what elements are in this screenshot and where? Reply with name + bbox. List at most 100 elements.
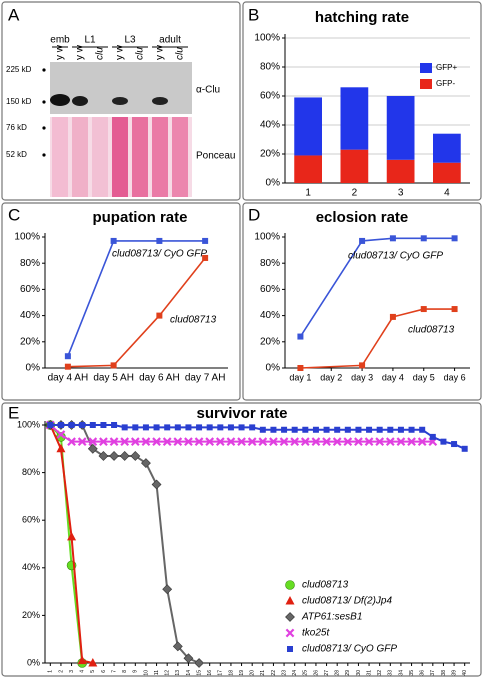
x-tick-label: day 7 AH [185, 373, 226, 384]
marker [290, 437, 300, 447]
marker [238, 424, 245, 431]
marker [334, 426, 341, 433]
bar-segment [386, 159, 415, 183]
marker [164, 424, 171, 431]
mw-marker: 76 kD [6, 123, 27, 132]
legend-swatch [420, 63, 432, 73]
marker [291, 426, 298, 433]
marker [120, 437, 130, 447]
series-label: clud08713 [408, 325, 455, 336]
marker [89, 422, 96, 428]
marker [322, 437, 331, 447]
series-label: clud08713/ CyO GFP [348, 251, 443, 262]
lane-label: y w [115, 44, 126, 60]
x-tick-label: 1 [48, 670, 54, 673]
bar-segment [294, 97, 322, 156]
panel-letter: A [8, 5, 20, 24]
marker [269, 437, 278, 447]
marker [47, 422, 54, 428]
x-tick-label: 7 [111, 670, 117, 673]
x-tick-label: 25 [303, 670, 309, 676]
marker [259, 426, 266, 433]
marker [389, 313, 396, 320]
x-tick-label: 2 [352, 188, 358, 199]
x-tick-label: 3 [398, 188, 404, 199]
marker [387, 426, 394, 433]
marker [109, 451, 119, 461]
mw-marker: 150 kD [6, 97, 32, 106]
marker [247, 437, 257, 447]
legend-label: ATP61:sesB1 [301, 612, 362, 623]
marker [153, 424, 160, 431]
marker [461, 445, 468, 452]
x-tick-label: 39 [451, 670, 457, 676]
marker [420, 306, 427, 313]
mw-marker: 225 kD [6, 65, 32, 74]
marker [151, 479, 162, 490]
marker [354, 437, 363, 447]
y-tick-label: 0% [266, 178, 281, 189]
marker [407, 437, 416, 447]
marker [202, 254, 209, 261]
marker [156, 237, 163, 244]
marker [355, 426, 362, 433]
marker [194, 658, 204, 668]
y-tick-label: 40% [260, 120, 280, 131]
marker [152, 437, 161, 447]
marker [417, 437, 427, 447]
x-tick-label: 4 [444, 188, 450, 199]
marker [359, 237, 366, 244]
marker [202, 237, 209, 244]
bar-segment [433, 162, 461, 183]
panel-frame [1, 402, 482, 677]
group-label: adult [159, 35, 181, 46]
y-tick-label: 40% [260, 310, 280, 321]
y-tick-label: 20% [22, 610, 40, 620]
marker [258, 437, 268, 447]
panel-letter: C [8, 205, 20, 224]
panel-letter: B [248, 5, 259, 24]
marker [226, 437, 236, 447]
marker [279, 437, 289, 447]
x-tick-label: 37 [430, 670, 436, 676]
marker [451, 441, 458, 448]
blot-background [50, 62, 192, 114]
x-tick-label: 3 [69, 670, 75, 673]
lane-label: y w [55, 44, 66, 60]
x-tick-label: 30 [356, 670, 362, 676]
panel-frame [242, 202, 482, 401]
marker [99, 437, 108, 447]
mw-dot [42, 153, 46, 157]
marker [110, 237, 117, 244]
x-tick-label: 8 [122, 670, 128, 673]
group-label: L3 [124, 35, 136, 46]
x-tick-label: 34 [398, 670, 404, 676]
x-tick-label: 21 [260, 670, 266, 676]
marker [64, 353, 71, 360]
y-tick-label: 100% [17, 419, 40, 429]
marker [300, 437, 310, 447]
marker [88, 437, 98, 447]
legend-label: GFP- [436, 79, 455, 88]
y-tick-label: 20% [260, 149, 280, 160]
lane-label: y w [155, 44, 166, 60]
marker [68, 422, 75, 428]
marker [385, 437, 395, 447]
marker [451, 306, 458, 313]
marker [287, 646, 293, 652]
chart-title: pupation rate [92, 209, 187, 226]
x-tick-label: 12 [165, 670, 171, 676]
lane-label: clu [175, 47, 186, 60]
marker [285, 628, 295, 638]
marker [196, 424, 203, 431]
lane-stain [92, 117, 108, 197]
marker [162, 437, 172, 447]
marker [172, 641, 183, 652]
y-tick-label: 60% [260, 91, 280, 102]
y-tick-label: 0% [266, 363, 281, 374]
x-tick-label: day 5 [413, 372, 435, 382]
y-tick-label: 60% [20, 284, 40, 295]
marker [397, 426, 404, 433]
marker [344, 426, 351, 433]
series-label: clud08713/ CyO GFP [112, 249, 207, 260]
